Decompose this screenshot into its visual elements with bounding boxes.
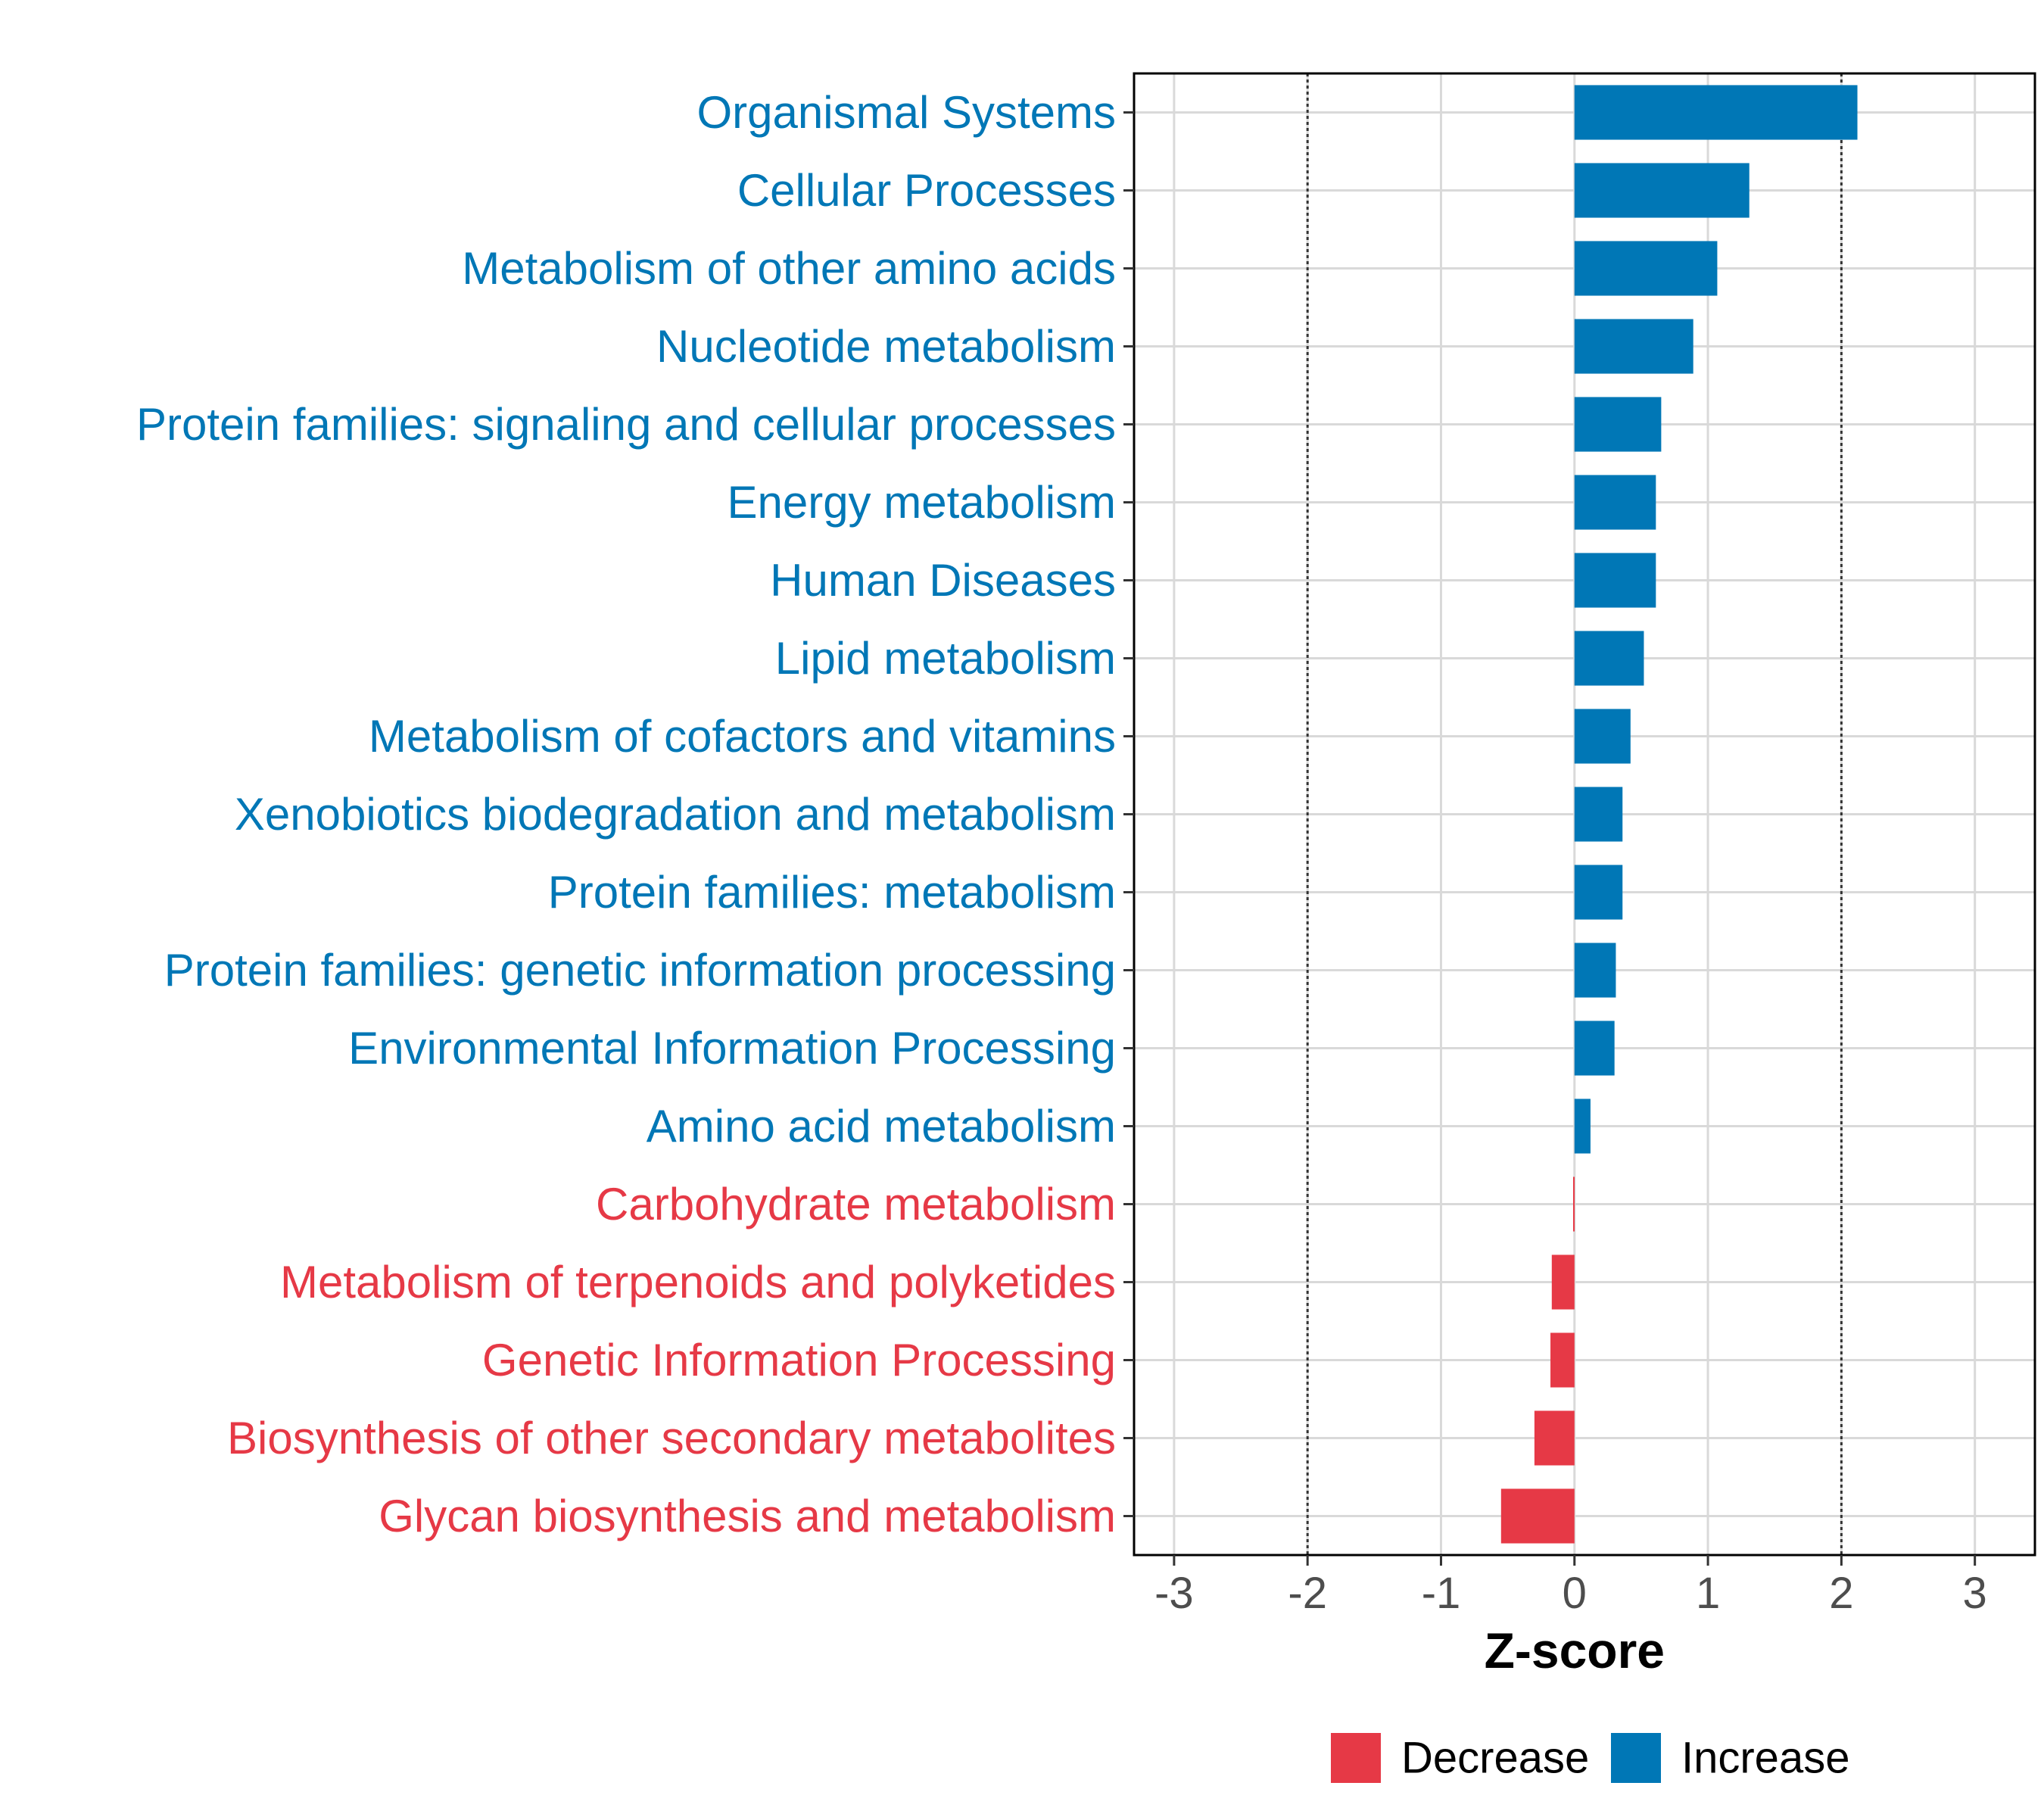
category-label: Metabolism of other amino acids xyxy=(462,243,1116,294)
legend-label: Decrease xyxy=(1401,1734,1589,1783)
category-label: Amino acid metabolism xyxy=(647,1101,1116,1152)
bar xyxy=(1574,475,1656,530)
category-label: Protein families: metabolism xyxy=(548,867,1116,918)
category-label: Protein families: signaling and cellular… xyxy=(136,399,1116,450)
bar xyxy=(1534,1410,1575,1466)
bar xyxy=(1573,1177,1575,1232)
bar xyxy=(1574,865,1623,920)
category-label: Human Diseases xyxy=(770,555,1116,606)
x-tick-label: -1 xyxy=(1422,1569,1461,1618)
legend: Decrease Increase xyxy=(1331,1733,1849,1783)
category-label: Carbohydrate metabolism xyxy=(596,1179,1116,1230)
x-tick-label: 2 xyxy=(1829,1569,1853,1618)
x-tick-label: -2 xyxy=(1288,1569,1327,1618)
bar xyxy=(1574,319,1693,374)
x-tick-label: 0 xyxy=(1563,1569,1587,1618)
bar xyxy=(1574,1099,1591,1154)
y-axis-ticks: Organismal Systems Cellular Processes Meta… xyxy=(136,87,1134,1541)
bar xyxy=(1574,85,1858,140)
category-label: Organismal Systems xyxy=(697,87,1116,138)
category-label: Protein families: genetic information pr… xyxy=(164,945,1116,996)
legend-label: Increase xyxy=(1681,1734,1849,1783)
bar xyxy=(1574,787,1623,842)
bar xyxy=(1574,943,1616,998)
bar xyxy=(1500,1488,1575,1544)
legend-swatch xyxy=(1611,1733,1661,1783)
category-label: Environmental Information Processing xyxy=(348,1023,1116,1074)
category-label: Cellular Processes xyxy=(737,165,1116,216)
category-label: Glycan biosynthesis and metabolism xyxy=(379,1491,1116,1541)
bar xyxy=(1574,709,1631,764)
category-label: Biosynthesis of other secondary metaboli… xyxy=(227,1413,1116,1463)
x-axis-title: Z-score xyxy=(1485,1622,1665,1678)
category-label: Energy metabolism xyxy=(727,477,1116,528)
bar xyxy=(1574,163,1750,218)
x-tick-label: -3 xyxy=(1154,1569,1194,1618)
category-label: Nucleotide metabolism xyxy=(656,321,1116,372)
bar xyxy=(1574,1021,1615,1076)
x-tick-label: 1 xyxy=(1696,1569,1720,1618)
bar xyxy=(1574,241,1718,296)
bar xyxy=(1550,1332,1575,1388)
bar xyxy=(1574,631,1644,686)
category-label: Metabolism of terpenoids and polyketides xyxy=(280,1257,1116,1307)
x-tick-label: 3 xyxy=(1963,1569,1987,1618)
bar-layer xyxy=(1500,85,1858,1544)
bar xyxy=(1574,553,1656,608)
x-axis-ticks: -3 -2 -1 0 1 2 3 xyxy=(1154,1555,1987,1618)
legend-swatch xyxy=(1331,1733,1381,1783)
category-label: Genetic Information Processing xyxy=(482,1335,1116,1385)
bar xyxy=(1551,1254,1575,1310)
bar xyxy=(1574,397,1662,452)
category-label: Metabolism of cofactors and vitamins xyxy=(369,711,1116,762)
category-label: Xenobiotics biodegradation and metabolis… xyxy=(235,789,1116,840)
category-label: Lipid metabolism xyxy=(775,633,1116,684)
